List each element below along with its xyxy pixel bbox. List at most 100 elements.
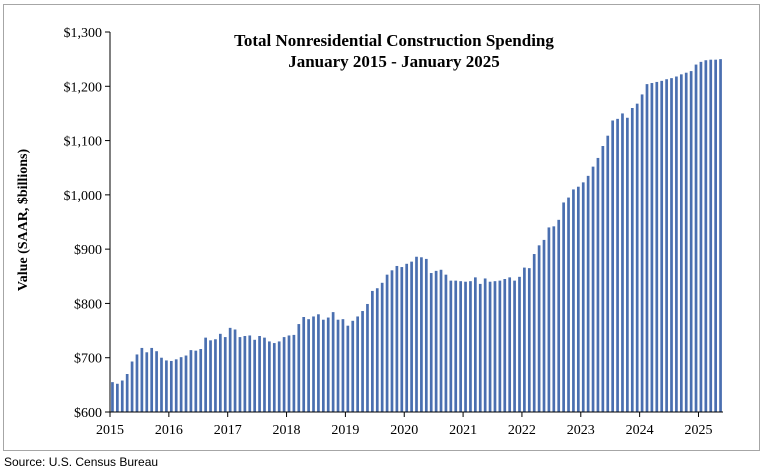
bar [621,113,624,413]
bar [356,316,359,412]
bar [493,281,497,412]
bar [454,280,458,412]
bar [635,103,639,412]
bar [351,320,355,412]
bar [326,317,330,412]
bar [469,281,472,412]
x-tick-label: 2024 [626,423,654,438]
bar [518,276,521,412]
bar [258,336,261,412]
bar [474,277,477,412]
bar [160,357,163,412]
chart-frame [3,4,760,451]
x-tick-label: 2017 [214,423,242,438]
bar [263,337,266,412]
bar [547,227,551,412]
bar [596,157,600,412]
bars-group [111,59,722,413]
bar [125,374,129,412]
bar [562,202,565,412]
y-tick-label: $1,200 [64,80,103,95]
bar [243,336,247,412]
bar [459,281,462,412]
bar [552,226,556,412]
chart-title: Total Nonresidential Construction Spendi… [234,31,554,50]
bar [513,280,516,412]
bar [199,349,203,412]
bar [371,290,374,412]
bar [312,316,315,412]
bar [189,350,193,412]
bar [287,335,291,412]
bar [704,60,708,412]
bar [650,83,654,412]
bar [699,61,703,413]
y-tick-label: $800 [74,297,102,312]
y-axis-label: Value (SAAR, $billions) [16,149,31,292]
bar [307,319,310,412]
bar [684,72,688,413]
y-tick-label: $1,100 [64,135,103,150]
bar [415,256,418,412]
bar [204,337,207,412]
bar [675,76,678,412]
bar [645,84,649,413]
bar [572,189,575,412]
bar [385,274,389,412]
bar [361,311,364,412]
bar [179,357,183,412]
bar [390,270,394,412]
bar [655,81,659,412]
bar [532,254,536,412]
bar [238,337,242,412]
bar [483,278,487,412]
x-tick-label: 2020 [390,423,418,438]
bar [439,269,443,412]
bar [405,263,409,412]
bar [272,343,276,412]
bar [375,288,379,412]
bar [366,303,369,412]
y-tick-label: $1,300 [64,26,103,41]
bar [302,317,306,412]
bar [630,108,634,412]
bar [223,337,227,412]
bar [694,64,698,412]
bar [400,267,404,412]
bar [591,166,595,412]
x-tick-label: 2019 [331,423,359,438]
bar [719,59,722,412]
bar [228,327,232,412]
bar [317,314,320,412]
bar [679,74,683,412]
bar [601,146,605,412]
x-tick-label: 2025 [684,423,712,438]
bar [689,71,693,412]
bar [169,360,173,412]
bar [503,279,507,412]
y-tick-label: $600 [74,406,102,421]
bar [331,312,335,412]
bar [640,94,644,413]
bar [567,197,570,412]
bar [346,325,350,412]
bar [194,350,198,412]
x-tick-label: 2022 [508,423,536,438]
bar [218,333,222,412]
bar [150,347,154,412]
bar [321,319,325,412]
bar [464,281,467,412]
bar [429,273,433,412]
bar [248,335,252,412]
bar [282,337,286,412]
bar [508,277,512,412]
bar [434,270,438,412]
bar [523,267,526,412]
bar [542,239,546,412]
bar [488,281,492,412]
bar [135,354,139,412]
bar [145,352,149,412]
source-note: Source: U.S. Census Bureau [4,455,159,469]
bar [626,117,629,413]
bar [297,324,301,412]
